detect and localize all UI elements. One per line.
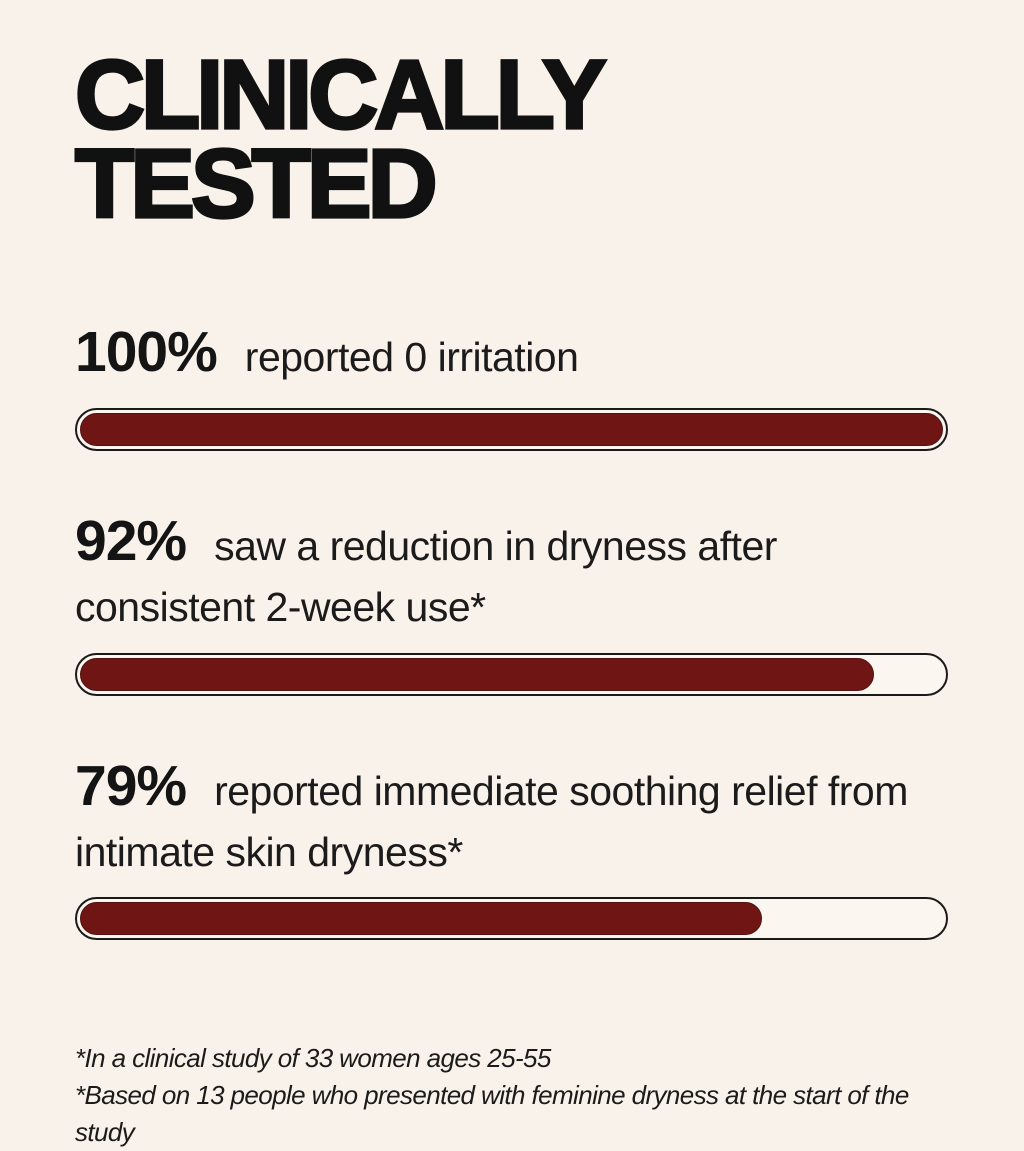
stat-percent: 92% <box>75 509 187 574</box>
title-line-1: CLINICALLY <box>73 40 608 149</box>
progress-bar-track <box>75 896 948 940</box>
progress-bar-track <box>75 652 948 696</box>
page-title: CLINICALLY TESTED <box>73 40 948 239</box>
stat-row-soothing-relief: 79% reported immediate soothing relief fr… <box>75 748 948 940</box>
stat-description: reported 0 irritation <box>244 334 579 381</box>
footnote-study: *In a clinical study of 33 women ages 25… <box>75 1042 551 1073</box>
stat-label: 92% saw a reduction in dryness after cons… <box>75 503 948 635</box>
stat-percent: 100% <box>75 320 218 385</box>
stat-label: 79% reported immediate soothing relief fr… <box>75 748 948 880</box>
progress-bar-fill <box>80 413 943 447</box>
progress-bar-track <box>75 408 948 452</box>
stat-row-irritation: 100% reported 0 irritation <box>75 314 948 452</box>
footnote-basis: *Based on 13 people who presented with f… <box>75 1079 909 1147</box>
stat-description: saw a reduction in dryness after consist… <box>75 523 777 631</box>
title-line-2: TESTED <box>73 129 439 239</box>
stat-percent: 79% <box>75 753 187 818</box>
progress-bar-fill <box>80 901 762 935</box>
stat-label: 100% reported 0 irritation <box>75 314 948 391</box>
progress-bar-fill <box>80 657 874 691</box>
stats-list: 100% reported 0 irritation 92% saw a reduc… <box>75 314 948 940</box>
stat-description: reported immediate soothing relief from … <box>75 767 908 875</box>
footnotes: *In a clinical study of 33 women ages 25… <box>75 1040 948 1151</box>
infographic: CLINICALLY TESTED 100% reported 0 irritat… <box>73 40 948 1147</box>
stat-row-dryness-reduction: 92% saw a reduction in dryness after cons… <box>75 503 948 696</box>
